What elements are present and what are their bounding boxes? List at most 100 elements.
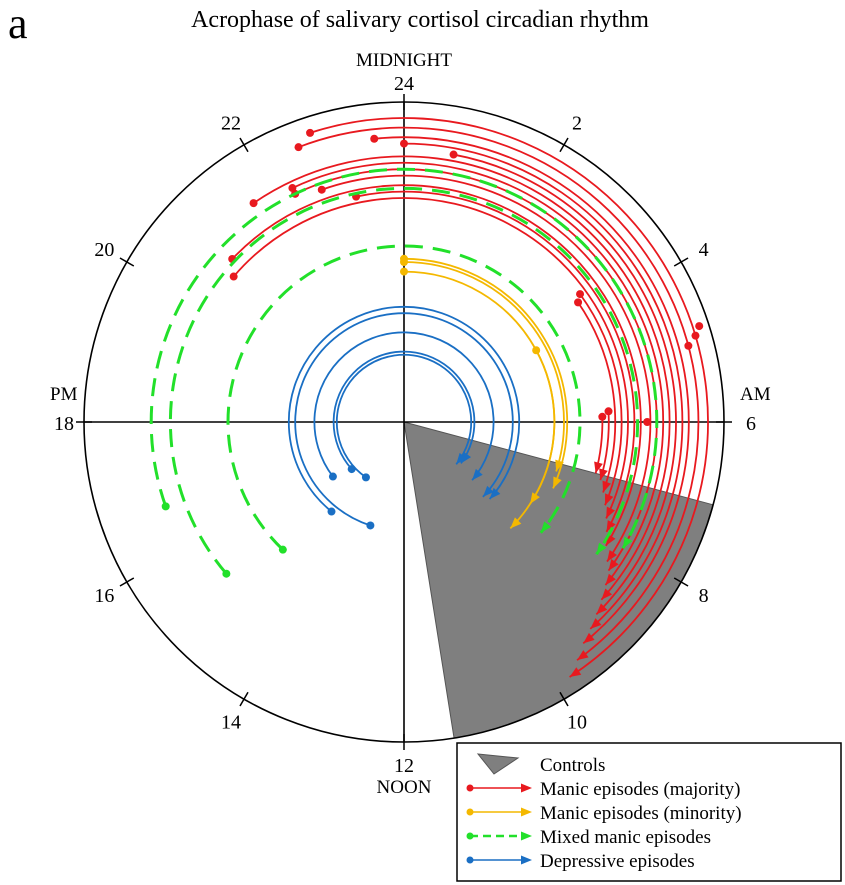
arc-arrow-0-0 (569, 667, 582, 677)
arc-arrow-3-1 (456, 452, 467, 465)
arc-2-0 (149, 167, 659, 550)
chart-title: Acrophase of salivary cortisol circadian… (191, 7, 649, 33)
arc-arrow-0-2 (583, 632, 595, 644)
arc-arrow-0-8 (607, 549, 618, 562)
legend-dot-0 (466, 784, 474, 792)
arc-0-8 (321, 174, 652, 563)
arc-0-10 (355, 190, 636, 533)
labels-layer: MIDNIGHT AM PM NOON (50, 50, 771, 798)
arc-1-3 (403, 261, 565, 472)
arc-3-0 (332, 350, 476, 470)
arc-arrow-0-4 (596, 603, 608, 615)
point-0-0 (695, 322, 704, 331)
legend-dot-3 (466, 856, 474, 864)
arc-start-point-3-1 (361, 473, 370, 482)
arc-start-point-3-3 (327, 507, 336, 516)
arc-arrow-0-5 (601, 588, 613, 600)
arc-arrow-0-3 (590, 618, 602, 629)
hour-label-12: 12 (394, 755, 414, 777)
arc-arrow-2-0 (622, 536, 633, 549)
arc-0-12 (579, 293, 623, 506)
arc-start-point-0-13 (574, 298, 583, 307)
hour-tick-2 (559, 137, 569, 153)
hour-label-8: 8 (699, 585, 709, 607)
arc-start-point-0-1 (294, 143, 303, 152)
arc-2-2 (226, 244, 582, 551)
arc-arrow-2-1 (596, 542, 607, 555)
arc-3-2 (313, 331, 495, 481)
arc-3-3 (287, 305, 521, 513)
arc-arrow-0-11 (606, 506, 615, 519)
hour-tick-8 (673, 577, 689, 587)
series-2 (149, 167, 659, 578)
arc-3-1 (335, 353, 473, 479)
series-3 (287, 305, 521, 530)
legend-arrow-0 (521, 783, 532, 793)
legend-label-3: Depressive episodes (540, 851, 695, 872)
arc-arrow-3-2 (472, 468, 483, 481)
cardinal-label-bottom: NOON (377, 777, 432, 798)
hour-label-14: 14 (221, 712, 241, 734)
arc-start-point-0-3 (400, 139, 408, 148)
arc-arrow-0-6 (605, 573, 616, 586)
hour-label-16: 16 (94, 585, 114, 607)
legend-arrow-2 (521, 831, 532, 841)
arc-0-0 (309, 117, 709, 678)
panel-letter: a (8, 0, 28, 48)
arc-arrow-0-15 (594, 461, 603, 474)
controls-wedge-layer (403, 421, 714, 739)
arc-3-4 (294, 312, 514, 527)
arc-2-1 (168, 186, 640, 575)
arc-start-point-3-2 (328, 472, 337, 481)
arc-arrow-0-13 (602, 480, 611, 493)
legend-label-2: Mixed manic episodes (540, 827, 711, 848)
point-0-3 (643, 418, 652, 426)
hour-label-22: 22 (221, 112, 241, 134)
hour-label-18: 18 (54, 413, 74, 435)
arc-0-5 (253, 155, 671, 601)
arc-0-3 (403, 142, 684, 630)
arc-arrow-1-2 (553, 476, 562, 489)
arc-start-point-0-5 (249, 199, 258, 208)
arc-1-2 (403, 257, 569, 489)
arc-0-6 (292, 161, 665, 586)
legend-dot-2 (466, 832, 474, 840)
hour-tick-4 (673, 257, 689, 267)
arc-0-13 (577, 301, 617, 493)
arc-arrow-2-2 (540, 521, 552, 533)
arc-start-point-1-1 (400, 267, 408, 276)
legend-dot-1 (466, 808, 474, 816)
arc-0-4 (453, 153, 677, 615)
arc-start-point-0-15 (598, 412, 607, 421)
arc-1-1 (403, 270, 556, 505)
arc-arrow-1-3 (555, 459, 564, 472)
cardinal-label-left: PM (50, 384, 78, 405)
arc-arrow-1-1 (530, 492, 540, 504)
hour-tick-22 (239, 137, 249, 153)
hour-tick-16 (119, 577, 135, 587)
arc-start-point-0-11 (229, 272, 238, 281)
legend-label-0: Manic episodes (majority) (540, 779, 741, 800)
legend-arrow-3 (521, 855, 532, 865)
arc-start-point-0-14 (604, 407, 613, 416)
arc-start-point-0-2 (370, 134, 379, 143)
cardinal-label-right: AM (740, 384, 771, 405)
point-0-2 (684, 341, 693, 350)
hour-tick-10 (559, 691, 569, 707)
arc-arrow-3-4 (482, 485, 494, 497)
arc-arrow-0-10 (606, 520, 616, 532)
hour-tick-20 (119, 257, 135, 267)
legend-swatch-controls (476, 753, 520, 775)
controls-wedge (403, 421, 714, 739)
arc-arrow-1-0 (510, 517, 522, 529)
arc-start-point-0-8 (317, 185, 326, 194)
arc-start-point-3-0 (347, 465, 356, 474)
legend-arrow-1 (521, 807, 532, 817)
hour-label-20: 20 (94, 239, 114, 261)
legend-label-1: Manic episodes (minority) (540, 803, 742, 824)
hour-label-6: 6 (746, 413, 756, 435)
hour-tick-14 (239, 691, 249, 707)
arc-arrow-0-1 (577, 650, 589, 661)
